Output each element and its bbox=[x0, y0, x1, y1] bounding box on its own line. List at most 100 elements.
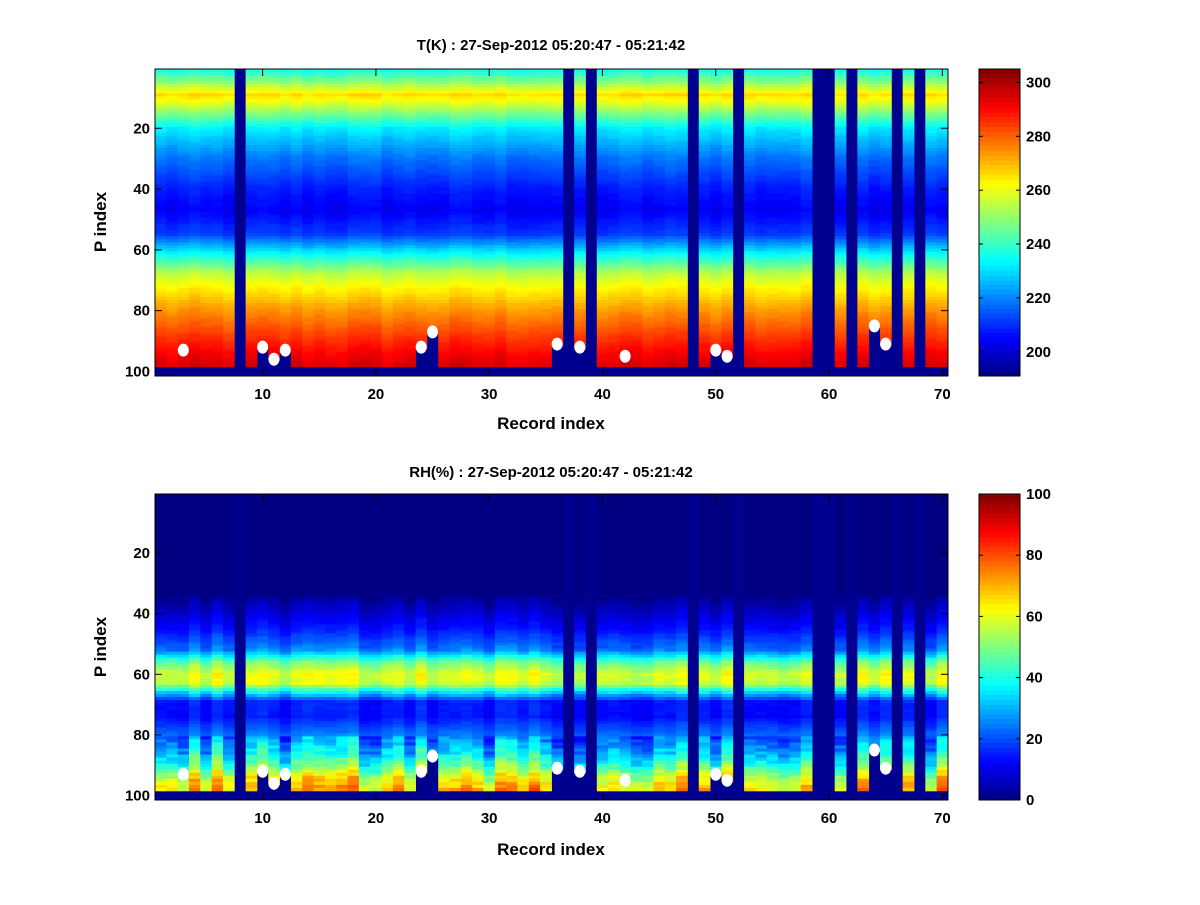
heatmap-cell bbox=[653, 293, 666, 298]
heatmap-cell bbox=[653, 129, 666, 134]
heatmap-cell bbox=[483, 281, 496, 286]
heatmap-cell bbox=[200, 315, 213, 319]
heatmap-cell bbox=[664, 339, 677, 343]
heatmap-cell bbox=[381, 278, 394, 283]
heatmap-cell bbox=[483, 315, 496, 319]
heatmap-cell bbox=[166, 141, 179, 146]
heatmap-cell bbox=[166, 233, 179, 237]
heatmap-cell bbox=[506, 69, 518, 73]
heatmap-cell bbox=[789, 151, 802, 155]
heatmap-cell bbox=[642, 160, 654, 164]
heatmap-cell bbox=[404, 196, 416, 201]
heatmap-cell bbox=[313, 169, 326, 173]
heatmap-cell bbox=[551, 157, 564, 161]
heatmap-cell bbox=[653, 187, 666, 191]
heatmap-cell bbox=[574, 211, 586, 216]
heatmap-cell bbox=[177, 199, 190, 204]
heatmap-cell bbox=[177, 172, 190, 176]
heatmap-cell bbox=[540, 132, 552, 137]
heatmap-cell bbox=[426, 284, 439, 289]
heatmap-cell bbox=[766, 354, 779, 359]
heatmap-cell bbox=[211, 120, 224, 125]
heatmap-cell bbox=[415, 135, 428, 140]
heatmap-cell bbox=[404, 303, 416, 307]
heatmap-cell bbox=[177, 108, 190, 112]
heatmap-cell bbox=[279, 293, 292, 298]
heatmap-cell bbox=[222, 324, 235, 328]
heatmap-cell bbox=[778, 114, 790, 119]
heatmap-cell bbox=[744, 120, 756, 125]
heatmap-cell bbox=[268, 211, 281, 216]
heatmap-cell bbox=[392, 108, 405, 112]
heatmap-cell bbox=[642, 175, 654, 179]
heatmap-cell bbox=[664, 224, 677, 228]
heatmap-cell bbox=[540, 263, 552, 267]
heatmap-cell bbox=[778, 306, 790, 310]
heatmap-cell bbox=[290, 293, 303, 298]
heatmap-cell bbox=[766, 202, 779, 207]
heatmap-cell bbox=[698, 69, 711, 73]
heatmap-cell bbox=[721, 333, 734, 337]
heatmap-cell bbox=[766, 90, 779, 94]
heatmap-cell bbox=[302, 199, 314, 204]
heatmap-cell bbox=[630, 132, 643, 137]
heatmap-cell bbox=[324, 199, 337, 204]
heatmap-cell bbox=[574, 141, 586, 146]
heatmap-cell bbox=[551, 330, 564, 334]
heatmap-cell bbox=[200, 160, 213, 164]
heatmap-cell bbox=[166, 293, 179, 298]
heatmap-cell bbox=[483, 263, 496, 267]
heatmap-cell bbox=[155, 251, 167, 255]
heatmap-cell bbox=[483, 96, 496, 100]
heatmap-cell bbox=[698, 300, 711, 304]
heatmap-cell bbox=[211, 327, 224, 331]
heatmap-cell bbox=[336, 227, 348, 231]
heatmap-cell bbox=[449, 339, 462, 343]
heatmap-cell bbox=[540, 166, 552, 170]
heatmap-cell bbox=[506, 217, 518, 222]
heatmap-cell bbox=[630, 309, 643, 313]
heatmap-cell bbox=[392, 214, 405, 219]
heatmap-cell bbox=[404, 154, 416, 158]
heatmap-cell bbox=[630, 315, 643, 319]
heatmap-cell bbox=[381, 72, 394, 76]
heatmap-cell bbox=[744, 278, 756, 283]
heatmap-cell bbox=[574, 315, 586, 319]
heatmap-cell bbox=[268, 199, 281, 204]
heatmap-cell bbox=[721, 181, 734, 185]
heatmap-cell bbox=[676, 157, 688, 161]
heatmap-cell bbox=[268, 278, 281, 283]
heatmap-cell bbox=[551, 248, 564, 252]
heatmap-cell bbox=[551, 87, 564, 91]
heatmap-cell bbox=[336, 342, 348, 346]
heatmap-cell bbox=[268, 230, 281, 234]
heatmap-cell bbox=[766, 333, 779, 337]
heatmap-cell bbox=[664, 214, 677, 219]
heatmap-cell bbox=[710, 184, 722, 188]
heatmap-cell bbox=[642, 99, 654, 103]
heatmap-cell bbox=[290, 69, 303, 73]
heatmap-cell bbox=[676, 123, 688, 128]
heatmap-cell bbox=[653, 239, 666, 243]
heatmap-cell bbox=[188, 154, 201, 158]
heatmap-cell bbox=[721, 290, 734, 295]
heatmap-cell bbox=[540, 135, 552, 140]
heatmap-cell bbox=[449, 327, 462, 331]
heatmap-cell bbox=[200, 193, 213, 198]
heatmap-cell bbox=[483, 324, 496, 328]
heatmap-cell bbox=[744, 312, 756, 316]
heatmap-cell bbox=[347, 324, 360, 328]
heatmap-cell bbox=[676, 236, 688, 240]
heatmap-cell bbox=[336, 272, 348, 277]
heatmap-cell bbox=[313, 309, 326, 313]
heatmap-cell bbox=[222, 293, 235, 298]
heatmap-cell bbox=[483, 318, 496, 322]
heatmap-cell bbox=[290, 281, 303, 286]
heatmap-cell bbox=[551, 278, 564, 283]
heatmap-cell bbox=[211, 214, 224, 219]
heatmap-cell bbox=[404, 300, 416, 304]
heatmap-cell bbox=[392, 135, 405, 140]
heatmap-cell bbox=[608, 117, 620, 122]
heatmap-cell bbox=[290, 315, 303, 319]
heatmap-cell bbox=[245, 105, 258, 109]
